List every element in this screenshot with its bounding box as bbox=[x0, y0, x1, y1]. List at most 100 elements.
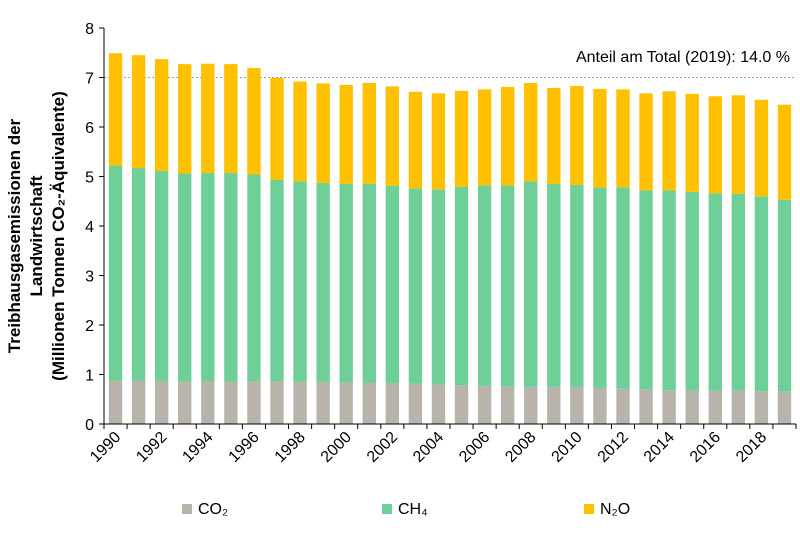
bar-ch4-2001 bbox=[362, 183, 376, 383]
bar-co2-2011 bbox=[593, 387, 607, 424]
bar-ch4-2012 bbox=[616, 187, 630, 389]
bar-n2o-2005 bbox=[454, 90, 469, 187]
y-axis-label-line: Treibhausgasemissionen der bbox=[5, 118, 24, 353]
y-tick-label: 8 bbox=[85, 21, 94, 38]
bar-co2-1990 bbox=[108, 380, 123, 424]
bar-ch4-1994 bbox=[201, 173, 215, 382]
y-axis-label-line: Landwirtschaft bbox=[27, 175, 46, 296]
bar-ch4-2009 bbox=[547, 183, 561, 387]
y-tick-label: 3 bbox=[85, 269, 94, 286]
x-tick-label: 2004 bbox=[410, 429, 447, 466]
bar-co2-2002 bbox=[385, 383, 400, 424]
bar-ch4-1990 bbox=[108, 165, 123, 381]
x-tick-labels: 1990 1992 1994 1996 1998 2000 2002 2004 2006 2008… bbox=[87, 429, 770, 466]
bar-n2o-2004 bbox=[431, 93, 446, 190]
y-tick-label: 5 bbox=[85, 170, 94, 187]
bar-n2o-2008 bbox=[524, 82, 538, 182]
bar-n2o-1993 bbox=[178, 64, 192, 174]
bar-co2-1994 bbox=[201, 381, 215, 424]
bar-n2o-2019 bbox=[777, 104, 792, 200]
bar-ch4-1992 bbox=[154, 171, 169, 381]
axes bbox=[99, 27, 797, 429]
bar-n2o-2000 bbox=[339, 84, 353, 184]
x-tick-label: 1994 bbox=[179, 429, 216, 466]
bar-co2-1996 bbox=[247, 381, 261, 424]
bar-ch4-2015 bbox=[685, 191, 699, 391]
bar-co2-2008 bbox=[524, 386, 538, 424]
bar-ch4-2010 bbox=[570, 184, 584, 388]
bar-ch4-1995 bbox=[224, 173, 238, 382]
bar-n2o-2009 bbox=[547, 87, 561, 184]
bar-co2-2004 bbox=[431, 384, 446, 424]
bar-co2-2012 bbox=[616, 388, 630, 424]
bar-n2o-2010 bbox=[570, 85, 584, 185]
bar-ch4-2016 bbox=[708, 193, 722, 391]
bar-ch4-2019 bbox=[777, 199, 792, 392]
bar-n2o-1990 bbox=[108, 53, 123, 166]
bar-co2-2007 bbox=[500, 386, 515, 424]
y-tick-label: 0 bbox=[85, 417, 94, 434]
bar-ch4-1991 bbox=[131, 168, 146, 381]
bar-n2o-2003 bbox=[408, 91, 423, 189]
bar-ch4-1996 bbox=[247, 174, 261, 382]
y-tick-label: 6 bbox=[85, 120, 94, 137]
legend-label: N₂O bbox=[600, 501, 630, 518]
x-tick-label: 2010 bbox=[549, 429, 586, 466]
bar-ch4-2002 bbox=[385, 185, 400, 384]
legend-label: CH₄ bbox=[398, 501, 428, 518]
bar-co2-2006 bbox=[477, 385, 492, 424]
bar-co2-1995 bbox=[224, 381, 238, 424]
bar-co2-2014 bbox=[662, 390, 676, 424]
x-tick-label: 2016 bbox=[687, 429, 724, 466]
bar-ch4-2007 bbox=[500, 185, 515, 387]
bar-co2-2003 bbox=[408, 383, 423, 424]
bar-ch4-2008 bbox=[524, 181, 538, 387]
bar-n2o-1995 bbox=[224, 64, 238, 174]
x-tick-label: 2014 bbox=[641, 429, 678, 466]
bar-co2-2010 bbox=[570, 387, 584, 424]
bar-n2o-2001 bbox=[362, 82, 376, 184]
bar-n2o-2014 bbox=[662, 91, 676, 191]
x-tick-label: 2018 bbox=[733, 429, 770, 466]
bar-ch4-1993 bbox=[178, 173, 192, 382]
y-axis-label: Treibhausgasemissionen der Landwirtschaft… bbox=[5, 91, 68, 381]
legend-swatch bbox=[182, 504, 192, 514]
bar-n2o-2018 bbox=[754, 99, 769, 197]
bar-n2o-2012 bbox=[616, 89, 630, 188]
bar-ch4-2013 bbox=[639, 190, 653, 390]
y-tick-labels: 0 1 2 3 4 5 6 7 8 bbox=[85, 21, 94, 434]
bar-ch4-2003 bbox=[408, 188, 423, 384]
bar-n2o-2011 bbox=[593, 88, 607, 188]
bar-co2-2017 bbox=[731, 390, 746, 424]
bar-n2o-1996 bbox=[247, 68, 261, 175]
bar-co2-1991 bbox=[131, 380, 146, 424]
bar-n2o-1999 bbox=[316, 83, 330, 183]
legend-label: CO₂ bbox=[198, 501, 228, 518]
legend-swatch bbox=[382, 504, 392, 514]
y-axis-label-line: (Millionen Tonnen CO₂-Äquivalente) bbox=[49, 91, 68, 381]
x-tick-label: 2000 bbox=[318, 429, 355, 466]
bar-ch4-1998 bbox=[293, 181, 307, 382]
bar-n2o-1997 bbox=[270, 77, 284, 180]
bar-ch4-2000 bbox=[339, 183, 353, 383]
bar-ch4-2018 bbox=[754, 196, 769, 392]
bar-ch4-2005 bbox=[454, 186, 469, 386]
y-tick-label: 1 bbox=[85, 368, 94, 385]
bar-n2o-2017 bbox=[731, 95, 746, 194]
y-tick-label: 4 bbox=[85, 219, 94, 236]
bar-ch4-2004 bbox=[431, 189, 446, 385]
bars bbox=[108, 53, 792, 424]
bar-n2o-2013 bbox=[639, 93, 653, 191]
bar-n2o-1991 bbox=[131, 55, 146, 169]
x-tick-label: 1992 bbox=[133, 429, 170, 466]
bar-co2-2019 bbox=[777, 391, 792, 424]
x-tick-label: 2008 bbox=[502, 429, 539, 466]
legend: CO₂ CH₄ N₂O bbox=[182, 501, 630, 518]
bar-co2-2018 bbox=[754, 391, 769, 424]
bar-co2-2015 bbox=[685, 390, 699, 424]
share-annotation: Anteil am Total (2019): 14.0 % bbox=[576, 49, 790, 66]
bar-n2o-2006 bbox=[477, 89, 492, 186]
bar-n2o-2015 bbox=[685, 93, 699, 192]
bar-n2o-2007 bbox=[500, 86, 515, 186]
bar-co2-2005 bbox=[454, 385, 469, 424]
